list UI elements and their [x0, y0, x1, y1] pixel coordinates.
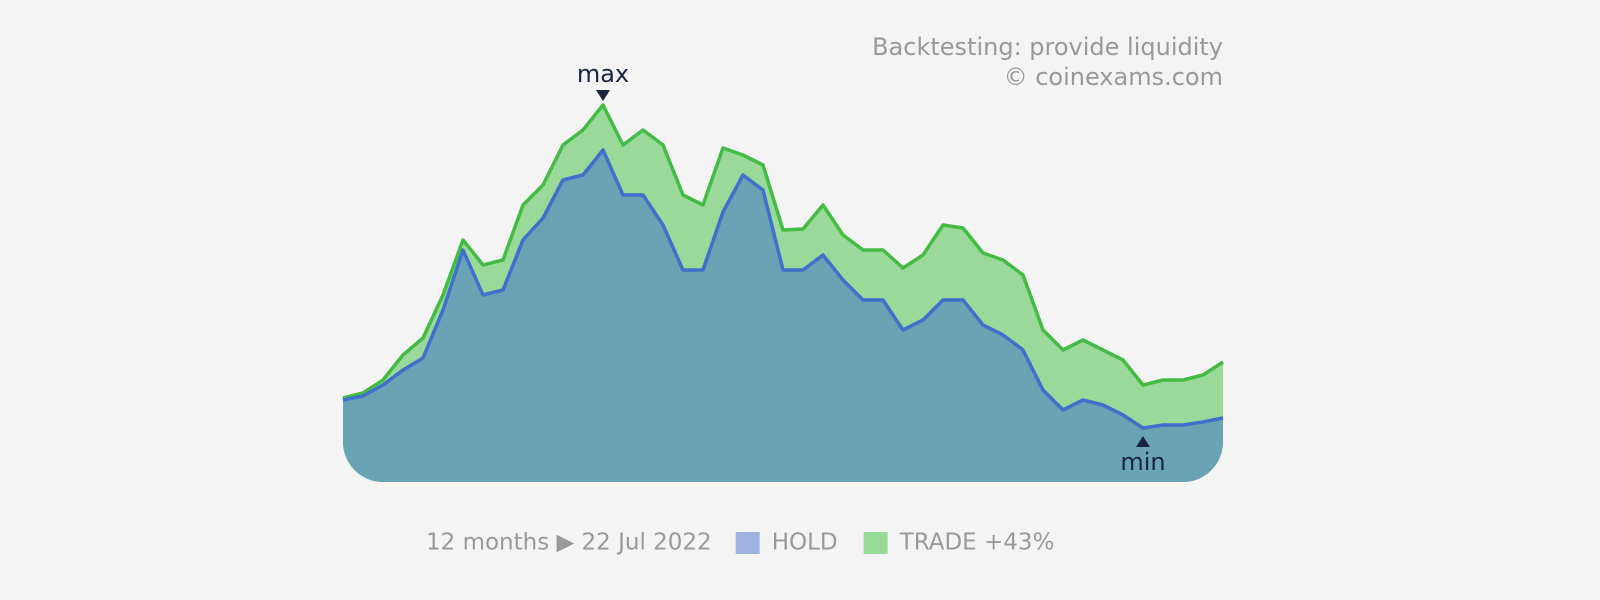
legend-label: HOLD [772, 530, 838, 556]
chart-subtitle: © coinexams.com [1004, 63, 1223, 91]
max-marker [596, 90, 610, 101]
line [342, 148, 1224, 430]
lines [342, 103, 1224, 430]
plot-area [343, 105, 1223, 482]
legend-label: TRADE +43% [899, 530, 1055, 556]
chart-title: Backtesting: provide liquidity [872, 33, 1223, 61]
legend-swatch [735, 532, 760, 554]
legend-period: 12 months ▶ 22 Jul 2022 [426, 530, 712, 556]
legend: 12 months ▶ 22 Jul 2022 HOLD TRADE +43% [426, 530, 1054, 556]
min-marker [1136, 436, 1150, 447]
legend-swatch [863, 532, 888, 554]
max-label: max [577, 60, 629, 88]
min-label: min [1120, 448, 1165, 476]
area [343, 150, 1223, 482]
line [342, 103, 1224, 400]
